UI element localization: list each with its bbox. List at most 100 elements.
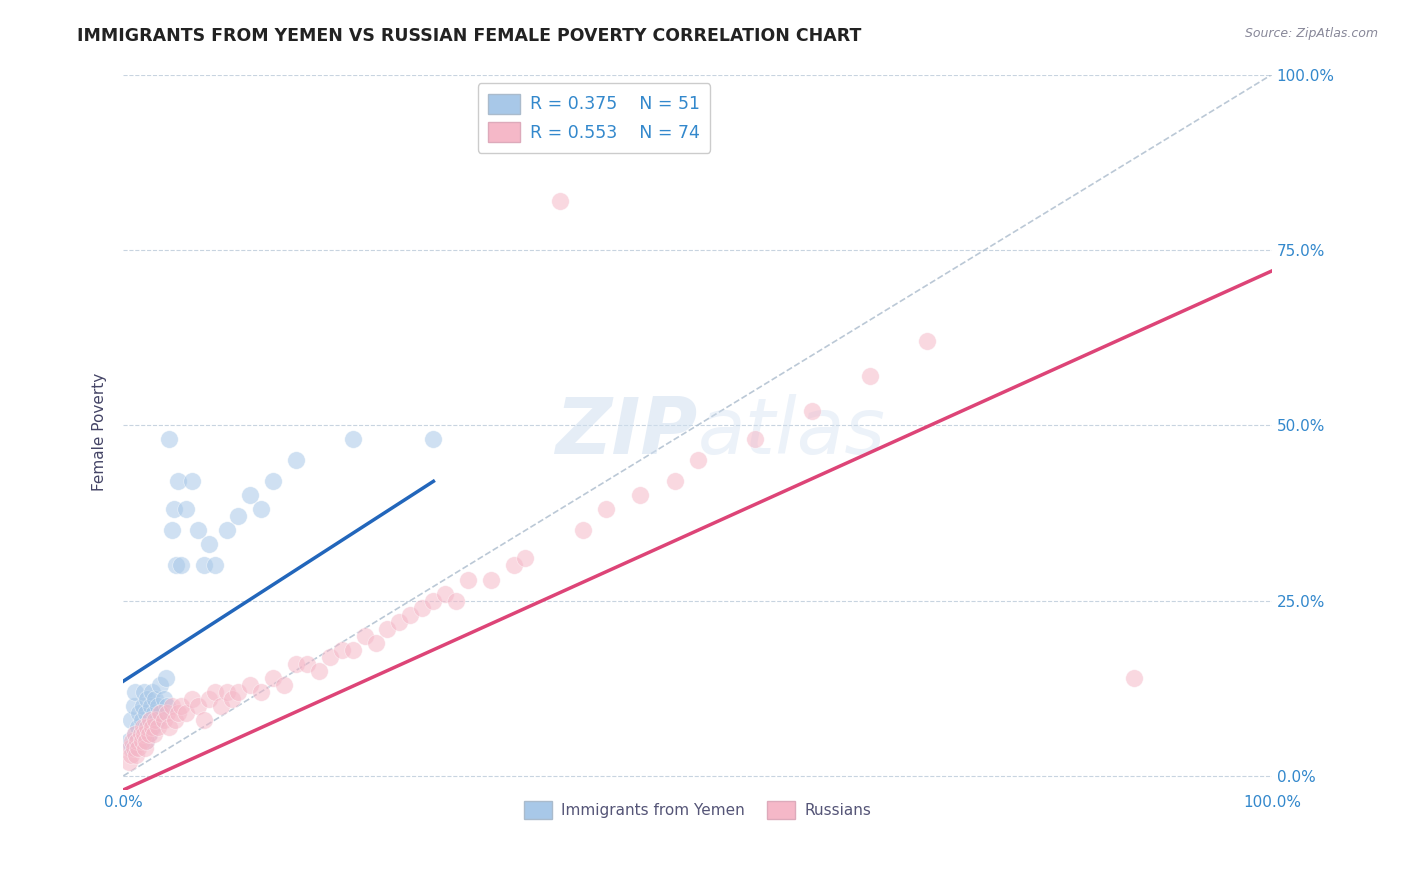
Point [399,607,422,622]
Point [215,684,238,698]
Point [120,740,142,755]
Point [330,642,353,657]
Point [136,720,159,734]
Point [342,642,364,657]
Point [122,740,145,755]
Point [145,713,167,727]
Point [295,657,318,671]
Point [284,453,307,467]
Point [226,509,249,524]
Point [917,334,939,348]
Point [150,706,173,720]
Point [146,698,169,713]
Point [127,734,149,748]
Point [193,713,215,727]
Point [1123,671,1146,685]
Point [686,453,709,467]
Point [479,573,502,587]
Point [157,432,180,446]
Point [181,691,204,706]
Point [141,720,163,734]
Point [132,698,155,713]
Point [131,713,153,727]
Point [139,698,162,713]
Point [118,755,141,769]
Point [209,698,232,713]
Point [149,706,172,720]
Point [142,720,165,734]
Point [273,678,295,692]
Point [127,720,149,734]
Point [204,684,226,698]
Point [152,713,174,727]
Point [548,194,571,208]
Point [127,734,149,748]
Point [262,475,284,489]
Point [446,593,468,607]
Point [353,629,375,643]
Point [319,649,342,664]
Point [131,734,153,748]
Point [143,706,166,720]
Point [138,727,160,741]
Point [120,713,142,727]
Point [135,706,157,720]
Point [132,684,155,698]
Point [377,622,399,636]
Point [156,698,179,713]
Point [262,671,284,685]
Point [129,727,152,741]
Point [135,734,157,748]
Point [198,691,221,706]
Text: ZIP: ZIP [555,394,697,470]
Point [143,727,166,741]
Point [221,691,243,706]
Point [515,551,537,566]
Point [422,432,444,446]
Point [167,706,190,720]
Point [176,502,198,516]
Point [125,747,148,762]
Point [145,713,167,727]
Point [157,720,180,734]
Point [571,524,593,538]
Point [411,600,433,615]
Point [859,369,882,384]
Text: atlas: atlas [697,394,886,470]
Point [193,558,215,573]
Point [239,678,262,692]
Point [664,475,686,489]
Point [127,740,149,755]
Point [176,706,198,720]
Point [181,475,204,489]
Point [134,740,156,755]
Point [135,734,157,748]
Point [122,698,145,713]
Point [744,432,766,446]
Point [132,727,155,741]
Point [138,713,160,727]
Point [132,720,155,734]
Legend: Immigrants from Yemen, Russians: Immigrants from Yemen, Russians [517,796,877,825]
Point [167,475,190,489]
Point [215,524,238,538]
Point [308,664,330,678]
Point [118,734,141,748]
Point [284,657,307,671]
Point [124,727,146,741]
Point [134,720,156,734]
Point [138,713,160,727]
Text: IMMIGRANTS FROM YEMEN VS RUSSIAN FEMALE POVERTY CORRELATION CHART: IMMIGRANTS FROM YEMEN VS RUSSIAN FEMALE … [77,27,862,45]
Text: Source: ZipAtlas.com: Source: ZipAtlas.com [1244,27,1378,40]
Point [124,684,146,698]
Point [198,537,221,551]
Point [457,573,479,587]
Point [121,734,143,748]
Point [250,502,273,516]
Point [163,502,186,516]
Point [595,502,617,516]
Point [502,558,524,573]
Point [160,524,183,538]
Point [250,684,273,698]
Point [422,593,444,607]
